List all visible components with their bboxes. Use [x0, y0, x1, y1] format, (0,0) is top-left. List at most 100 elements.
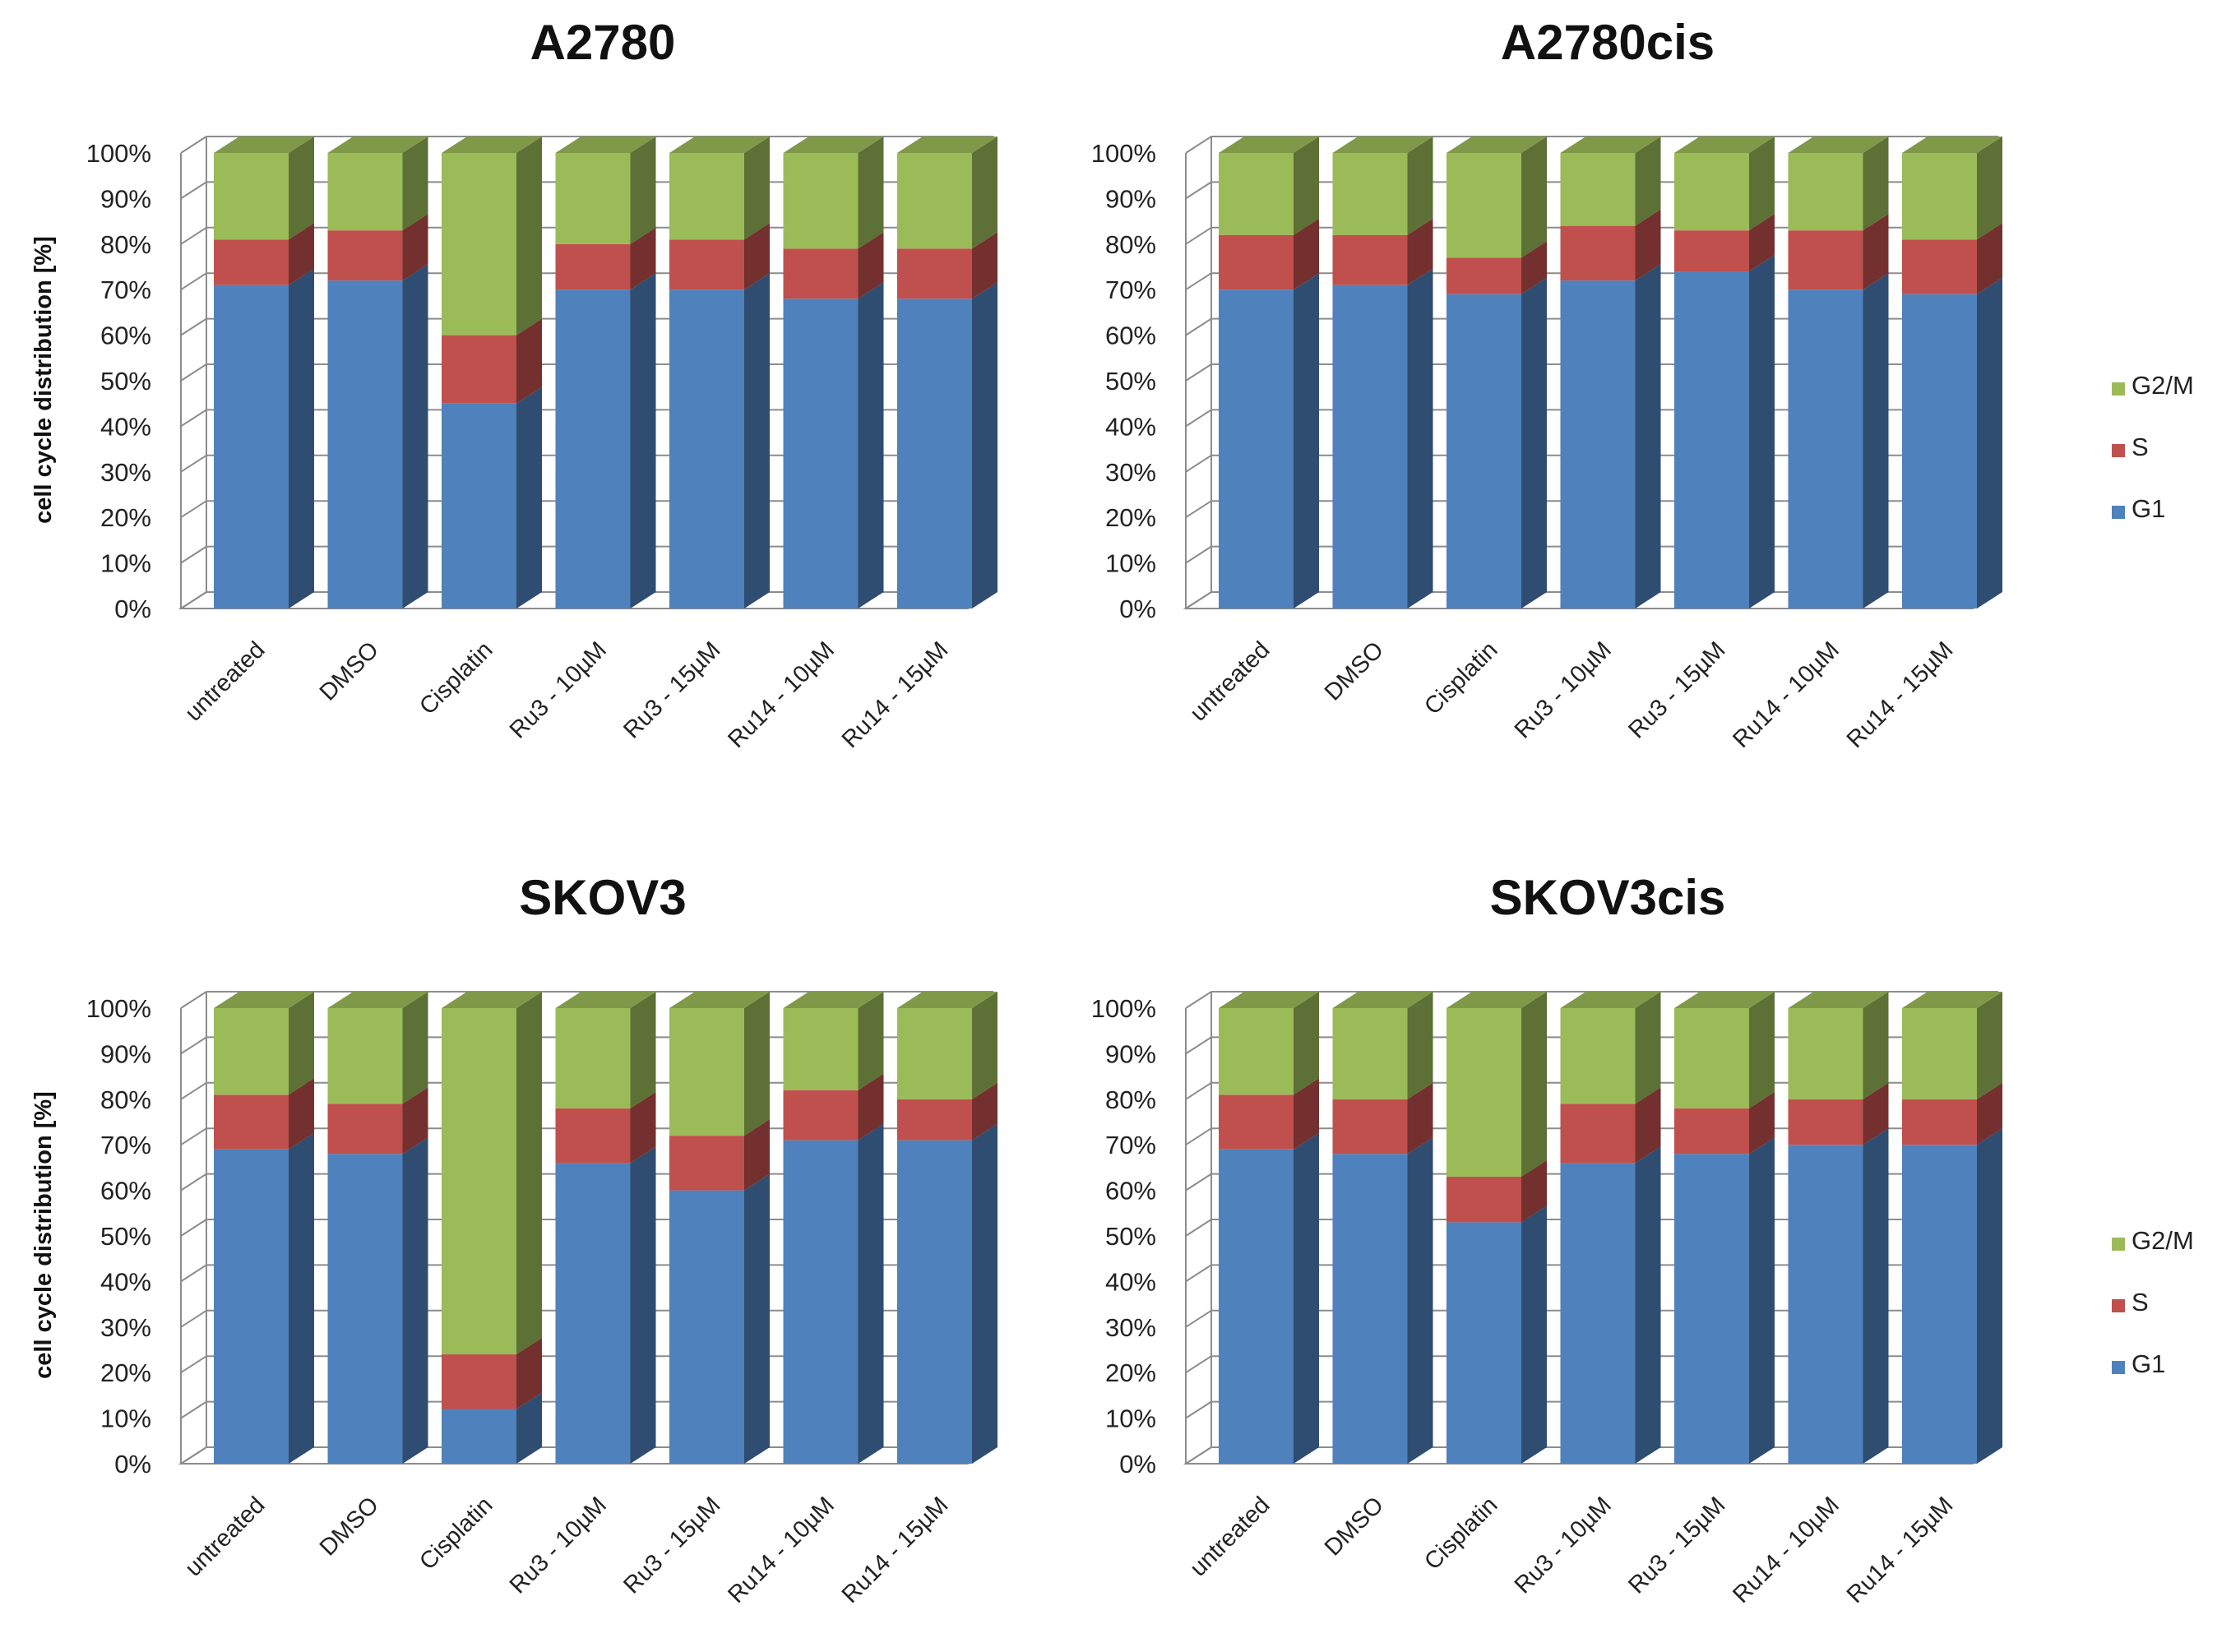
- bar-g2m-2-side: [516, 137, 542, 335]
- bar-g1-0: [1219, 273, 1319, 609]
- bar-g1-2: [1446, 1205, 1547, 1464]
- bar-g2m-0-top: [214, 137, 314, 153]
- bar-s-3-front: [1560, 225, 1636, 281]
- bar-g1-2-side: [1521, 1205, 1547, 1464]
- bar-g2m-2-top: [1446, 137, 1547, 153]
- bar-s-0-side: [1294, 218, 1319, 290]
- bar-g2m-5-front: [783, 1008, 859, 1090]
- bar-s-1: [1332, 218, 1433, 285]
- bar-g1-3: [1560, 1146, 1661, 1464]
- bar-g2m-2-side: [1521, 137, 1547, 258]
- legend-label: G1: [2131, 494, 2165, 523]
- x-tick-label: untreated: [180, 636, 270, 726]
- bar-g1-2-front: [1446, 294, 1521, 609]
- bar-s-0-front: [1219, 1094, 1294, 1150]
- bar-g2m-1-top: [1332, 137, 1433, 153]
- bar-g1-5-side: [858, 1123, 884, 1464]
- bar-g2m-1-front: [327, 1008, 403, 1104]
- bar-g1-6-front: [1902, 294, 1977, 609]
- y-tick-label: 50%: [100, 367, 151, 396]
- gridline-depth: [1185, 226, 1212, 245]
- bar-g2m-6-side: [1977, 992, 2002, 1099]
- bar-g1-4-side: [744, 1173, 770, 1464]
- bar-g2m-0: [1219, 992, 1319, 1095]
- bar-s-6: [1902, 1082, 2002, 1145]
- bar-g2m-4-side: [744, 137, 770, 240]
- y-tick-label: 60%: [100, 322, 151, 350]
- bar-s-6-front: [897, 248, 972, 299]
- chart-1: A2780cis 0% 10% 20% 30% 40% 50% 60% 70% 80% 90% 100…: [1091, 15, 2194, 753]
- y-tick-label: 20%: [100, 503, 151, 532]
- y-tick-label: 90%: [100, 1039, 151, 1068]
- chart-3: SKOV3cis 0% 10% 20% 30% 40% 50% 60% 70% 80% 90% 100…: [1091, 870, 2194, 1608]
- gridline-depth: [180, 1127, 207, 1146]
- bar-g2m-5-front: [1788, 153, 1863, 231]
- bar-g2m-3-top: [1560, 992, 1661, 1008]
- y-tick-label: 80%: [1105, 1085, 1156, 1114]
- x-tick-label: Ru14 - 15µM: [837, 636, 954, 753]
- bar-g1-5: [783, 282, 884, 609]
- bar-g2m-5: [783, 137, 884, 249]
- bar-s-1-front: [1332, 1099, 1408, 1155]
- bar-s-1: [327, 214, 428, 281]
- bar-g2m-4-top: [1674, 992, 1775, 1008]
- legend-swatch: [2112, 1299, 2125, 1312]
- y-tick-label: 10%: [100, 1404, 151, 1433]
- gridline-depth: [1185, 136, 1212, 154]
- bar-g2m-6-front: [897, 153, 972, 249]
- bar-g2m-2-front: [442, 1008, 516, 1355]
- y-axis-title: cell cycle distribution [%]: [30, 1091, 57, 1379]
- x-tick-label: Ru3 - 10µM: [1510, 1492, 1617, 1599]
- bar-s-0: [214, 1078, 314, 1150]
- bar-g1-6: [897, 1123, 997, 1464]
- bar-g2m-2-front: [442, 153, 516, 335]
- bar-g2m-2: [1446, 992, 1547, 1177]
- gridline-depth: [1185, 1400, 1212, 1419]
- gridline-depth: [180, 1173, 207, 1192]
- bar-s-3-front: [555, 243, 631, 290]
- bar-g1-2: [442, 386, 542, 609]
- bar-s-0: [1219, 218, 1319, 290]
- bar-s-2-side: [516, 318, 542, 404]
- bar-g2m-2-side: [1521, 992, 1547, 1177]
- bar-g1-3-front: [555, 1163, 631, 1464]
- x-tick-label: DMSO: [315, 636, 384, 706]
- y-axis-title: cell cycle distribution [%]: [30, 236, 57, 524]
- y-tick-label: 90%: [1105, 1039, 1156, 1068]
- bar-g1-4-side: [744, 273, 770, 609]
- bar-g2m-3: [555, 992, 656, 1108]
- bar-g1-6-front: [897, 298, 972, 609]
- bar-s-4: [669, 223, 770, 290]
- bar-g1-5-side: [1863, 273, 1889, 609]
- bars: [1219, 992, 2002, 1464]
- bar-g2m-4-side: [1749, 137, 1775, 231]
- bar-s-1-side: [402, 214, 428, 281]
- bar-s-4: [1674, 1091, 1775, 1155]
- bar-s-1-side: [1407, 218, 1433, 285]
- bar-g2m-6-side: [972, 992, 997, 1099]
- bar-s-4-front: [1674, 230, 1749, 272]
- bar-s-2-front: [442, 335, 516, 404]
- bar-g2m-6-side: [1977, 137, 2002, 240]
- gridline-depth: [1185, 272, 1212, 291]
- bar-g2m-4-front: [669, 1008, 744, 1136]
- bar-g2m-6-top: [897, 992, 997, 1008]
- gridline-depth: [180, 1219, 207, 1237]
- y-tick-label: 100%: [1091, 994, 1156, 1023]
- bar-g1-0: [214, 268, 314, 609]
- bar-g2m-1-front: [1332, 153, 1408, 235]
- legend-swatch: [2112, 506, 2125, 519]
- bar-s-2: [1446, 241, 1547, 294]
- bar-s-0-side: [289, 1078, 314, 1150]
- bar-g2m-4: [669, 992, 770, 1136]
- bar-s-3-side: [1635, 209, 1661, 281]
- bar-g2m-6: [897, 992, 997, 1099]
- y-tick-label: 20%: [1105, 503, 1156, 532]
- bar-g2m-4-top: [669, 137, 770, 153]
- bar-g2m-3-side: [630, 137, 656, 244]
- bar-g2m-2-top: [1446, 992, 1547, 1008]
- bar-g1-0-front: [214, 285, 289, 609]
- y-tick-label: 30%: [1105, 458, 1156, 487]
- legend-swatch: [2112, 382, 2125, 396]
- bar-s-0-front: [214, 1094, 289, 1150]
